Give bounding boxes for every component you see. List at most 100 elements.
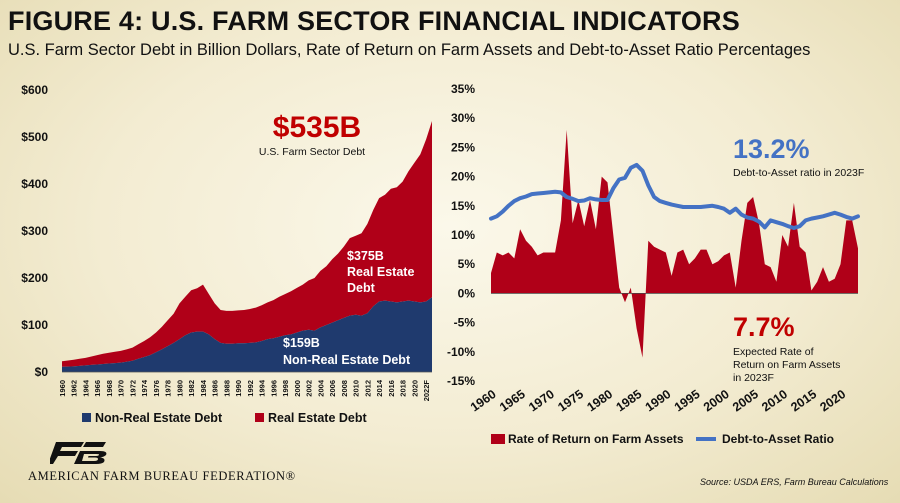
x-tick-label: 2016 [387,380,396,397]
x-tick-label: 2022F [422,380,431,402]
y-tick-label: -10% [447,345,475,359]
y-tick-label: -5% [454,316,476,330]
x-tick-label: 1964 [81,379,90,397]
x-tick-label: 2020 [410,380,419,397]
x-tick-label: 2018 [399,380,408,397]
x-tick-label: 1975 [555,387,586,414]
legend-label-real-estate: Real Estate Debt [268,411,367,425]
total-debt-label: U.S. Farm Sector Debt [259,146,365,158]
x-tick-label: 1970 [526,387,557,414]
fb-logo-icon [50,442,107,464]
y-tick-label: 15% [451,199,475,213]
y-tick-label: 5% [458,257,476,271]
legend-label-non-real-estate: Non-Real Estate Debt [95,411,223,425]
x-tick-label: 1985 [614,387,645,414]
real-estate-label-line2: Debt [347,281,376,295]
debt-x-axis: 1960 1962 1964 1966 1968 1970 1972 1974 1976 1978… [58,379,431,401]
x-tick-label: 1980 [175,380,184,397]
x-tick-label: 1996 [269,380,278,397]
legend-swatch-rate-of-return [491,434,505,444]
debt-y-axis: $0 $100 $200 $300 $400 $500 $600 [21,83,48,379]
x-tick-label: 1995 [672,387,703,414]
x-tick-label: 1990 [234,380,243,397]
x-tick-label: 1968 [105,380,114,397]
x-tick-label: 1970 [117,380,126,397]
x-tick-label: 1962 [70,380,79,397]
debt-legend: Non-Real Estate Debt Real Estate Debt [82,411,367,425]
y-tick-label: 20% [451,170,475,184]
y-tick-label: $300 [21,224,48,238]
logo-text: AMERICAN FARM BUREAU FEDERATION® [28,469,296,483]
y-tick-label: 0% [458,286,476,300]
x-tick-label: 2004 [316,379,325,397]
y-tick-label: 10% [451,228,475,242]
non-real-estate-debt-area [62,297,432,372]
y-tick-label: $200 [21,271,48,285]
percent-annotations: 13.2% Debt-to-Asset ratio in 2023F 7.7% Exp… [733,134,864,384]
return-label-line3: in 2023F [733,372,774,384]
x-tick-label: 2012 [363,380,372,397]
x-tick-label: 1965 [497,387,528,414]
return-area [491,129,858,358]
x-tick-label: 1972 [128,380,137,397]
real-estate-value: $375B [347,249,384,263]
source-note: Source: USDA ERS, Farm Bureau Calculatio… [700,477,889,487]
y-tick-label: 25% [451,140,475,154]
y-tick-label: 30% [451,111,475,125]
x-tick-label: 2002 [305,380,314,397]
x-tick-label: 1974 [140,379,149,397]
legend-label-debt-to-asset: Debt-to-Asset Ratio [722,432,834,446]
debt-annotations: $535B U.S. Farm Sector Debt $375B Real Esta… [259,111,415,367]
legend-swatch-non-real-estate [82,413,91,422]
x-tick-label: 2008 [340,380,349,397]
figure-title: FIGURE 4: U.S. FARM SECTOR FINANCIAL IND… [8,6,740,36]
non-real-estate-label: Non-Real Estate Debt [283,353,411,367]
x-tick-label: 2000 [293,380,302,397]
x-tick-label: 2005 [730,387,761,414]
total-debt-value: $535B [273,111,361,144]
x-tick-label: 2015 [788,387,819,414]
x-tick-label: 1976 [152,380,161,397]
y-tick-label: 35% [451,82,475,96]
x-tick-label: 1986 [211,380,220,397]
return-value: 7.7% [733,312,795,342]
y-tick-label: $400 [21,177,48,191]
x-tick-label: 1990 [643,387,674,414]
y-tick-label: $600 [21,83,48,97]
percent-legend: Rate of Return on Farm Assets Debt-to-Ass… [491,432,834,446]
x-tick-label: 1982 [187,380,196,397]
y-tick-label: -15% [447,374,475,388]
x-tick-label: 1960 [468,387,499,414]
year-x-axis: 1960196519701975198019851990199520002005… [468,387,848,414]
legend-swatch-real-estate [255,413,264,422]
x-tick-label: 1966 [93,380,102,397]
return-label-line1: Expected Rate of [733,346,814,358]
debt-areas [62,121,432,373]
x-tick-label: 1988 [222,380,231,397]
x-tick-label: 1998 [281,380,290,397]
x-tick-label: 2020 [817,387,848,414]
x-tick-label: 1978 [164,380,173,397]
x-tick-label: 2000 [701,387,732,414]
ratio-value: 13.2% [733,134,810,164]
real-estate-label-line1: Real Estate [347,265,414,279]
non-real-estate-value: $159B [283,336,320,350]
x-tick-label: 1992 [246,380,255,397]
real-estate-debt-area [62,121,432,367]
x-tick-label: 2014 [375,379,384,397]
y-tick-label: $100 [21,318,48,332]
x-tick-label: 1994 [258,379,267,397]
y-tick-label: $500 [21,130,48,144]
percent-y-axis: -15% -10% -5% 0% 5% 10% 15% 20% 25% 30% 35% [447,82,475,388]
x-tick-label: 1960 [58,380,67,397]
figure-subtitle: U.S. Farm Sector Debt in Billion Dollars… [8,41,811,59]
ratio-line [489,162,860,230]
x-tick-label: 2010 [759,387,790,414]
legend-label-rate-of-return: Rate of Return on Farm Assets [508,432,684,446]
x-tick-label: 2006 [328,380,337,397]
x-tick-label: 2010 [352,380,361,397]
x-tick-label: 1980 [584,387,615,414]
